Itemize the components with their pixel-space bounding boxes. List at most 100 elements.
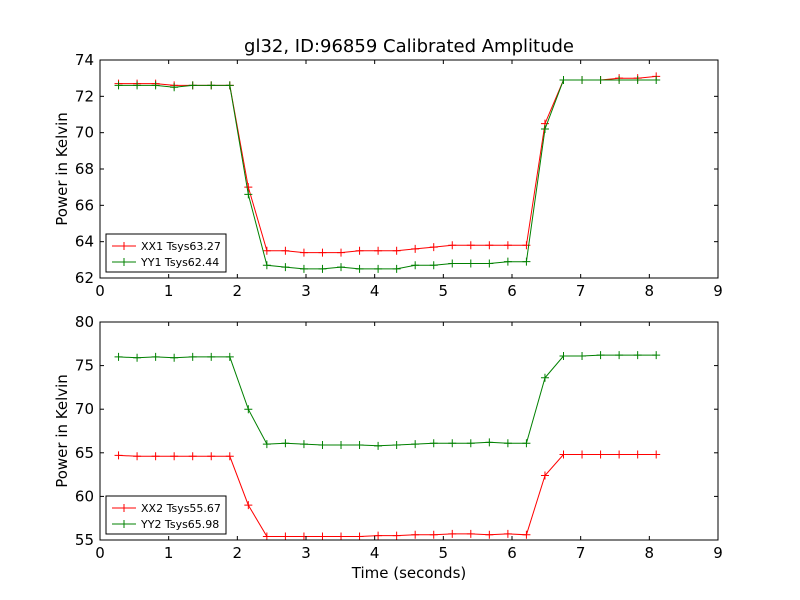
bottom-panel: 0 1 2 3 4 5 6 7 8 9 55 60 65 70 75 80 Power in Kelvin XX2… [53,313,723,562]
data-point [114,81,123,90]
data-point [652,351,661,360]
data-point [392,440,401,449]
x-tick-label: 6 [507,282,517,300]
data-point [503,257,512,266]
data-point [411,261,420,270]
data-point [318,264,327,273]
x-tick-label: 7 [576,282,586,300]
data-point [615,75,624,84]
data-point [188,452,197,461]
data-point [281,439,290,448]
legend-marker [120,258,128,266]
x-tick-label: 4 [370,282,380,300]
data-point [578,450,587,459]
data-point [633,75,642,84]
data-point [133,81,142,90]
x-tick-label: 9 [713,544,723,562]
y-tick-label: 80 [75,313,94,331]
data-point [578,75,587,84]
legend-box [105,233,227,273]
legend-label: XX2 Tsys55.67 [141,502,221,515]
data-point [466,259,475,268]
data-point [374,441,383,450]
y-tick-label: 72 [75,87,94,105]
x-tick-label: 3 [301,282,311,300]
data-point [355,264,364,273]
data-point [337,532,346,541]
data-point [448,259,457,268]
y-tick-label: 62 [75,269,94,287]
legend-label: YY1 Tsys62.44 [140,256,219,269]
data-point [151,452,160,461]
data-point [374,246,383,255]
data-point [374,531,383,540]
data-point [262,261,271,270]
legend-marker [120,504,128,512]
data-point [392,246,401,255]
data-point [225,81,234,90]
data-point [299,264,308,273]
data-point [207,352,216,361]
data-point [411,530,420,539]
data-point [337,248,346,257]
data-point [244,405,253,414]
x-tick-label: 0 [95,282,105,300]
data-point [429,243,438,252]
x-tick-label: 2 [233,282,243,300]
data-point [466,529,475,538]
y-axis-label: Power in Kelvin [53,112,71,226]
data-point [652,450,661,459]
data-point [170,83,179,92]
data-point [485,259,494,268]
data-point [429,439,438,448]
data-point [133,452,142,461]
data-point [633,351,642,360]
x-tick-label: 5 [439,282,449,300]
data-point [207,452,216,461]
legend-label: YY2 Tsys65.98 [140,518,219,531]
data-point [262,246,271,255]
y-tick-label: 74 [75,51,94,69]
data-point [355,532,364,541]
data-point [355,246,364,255]
data-point [392,264,401,273]
data-point [596,351,605,360]
data-point [559,450,568,459]
data-point [262,532,271,541]
data-point [170,353,179,362]
y-tick-label: 68 [75,160,94,178]
y-tick-label: 70 [75,400,94,418]
data-point [337,263,346,272]
data-point [596,450,605,459]
data-point [411,244,420,253]
data-point [244,501,253,510]
data-point [429,530,438,539]
data-point [522,257,531,266]
data-point [429,261,438,270]
x-tick-label: 2 [233,544,243,562]
top-panel: 0 1 2 3 4 5 6 7 8 9 62 64 66 68 70 72 74 Power in Kelvin X… [53,51,723,300]
data-point [485,530,494,539]
data-point [522,530,531,539]
legend-marker [120,520,128,528]
y-tick-label: 65 [75,444,94,462]
data-point [299,532,308,541]
data-point [188,352,197,361]
data-point [615,450,624,459]
x-tick-label: 3 [301,544,311,562]
x-axis-label: Time (seconds) [351,564,467,582]
data-point [559,352,568,361]
x-tick-label: 4 [370,544,380,562]
x-tick-label: 7 [576,544,586,562]
data-point [281,532,290,541]
data-point [114,352,123,361]
legend-box [105,495,227,535]
x-tick-label: 6 [507,544,517,562]
data-point [633,450,642,459]
data-point [503,529,512,538]
chart-title: gl32, ID:96859 Calibrated Amplitude [244,36,574,57]
data-point [151,352,160,361]
data-point [578,352,587,361]
data-point [540,471,549,480]
